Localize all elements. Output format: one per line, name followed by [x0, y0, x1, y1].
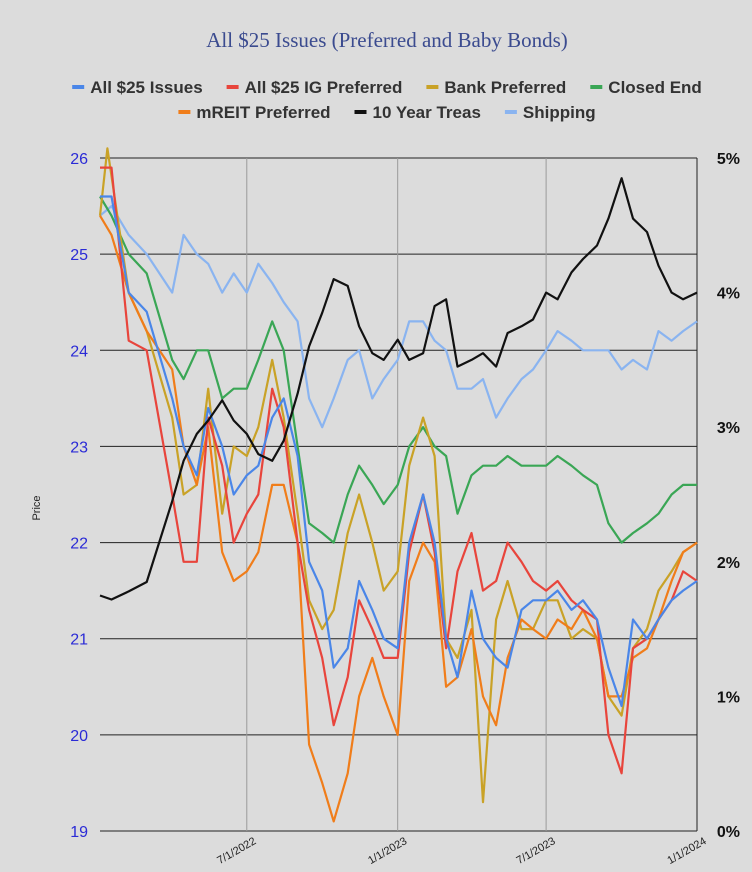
plot-area	[98, 147, 698, 823]
legend-item: Shipping	[504, 103, 596, 122]
legend-item: 10 Year Treas	[354, 103, 481, 122]
legend-item: Closed End	[590, 78, 702, 97]
y2-tick-label: 3%	[717, 420, 740, 437]
legend-label: All $25 IG Preferred	[245, 78, 403, 97]
y2-tick-label: 4%	[717, 286, 740, 303]
legend-label: Bank Preferred	[444, 78, 566, 97]
y-axis-right: 0% 1% 2% 3% 4% 5%	[717, 151, 740, 841]
y2-tick-label: 2%	[717, 555, 740, 572]
y-axis-left: 19 20 21 22 23 24 25 26	[70, 151, 88, 841]
y-tick-label: 21	[70, 632, 88, 649]
series-line-shipping	[99, 205, 698, 429]
y-axis-label: Price	[31, 495, 43, 520]
series-line-all-25-ig-preferred	[100, 166, 698, 775]
y-tick-label: 22	[70, 536, 88, 553]
y-tick-label: 25	[70, 247, 88, 264]
y-tick-label: 26	[70, 151, 88, 168]
y-tick-label: 24	[70, 343, 88, 360]
legend-label: Shipping	[523, 103, 596, 122]
series-line-closed-end	[99, 195, 697, 544]
y2-tick-label: 0%	[717, 824, 740, 841]
legend-label: All $25 Issues	[90, 78, 202, 97]
y2-tick-label: 5%	[717, 151, 740, 168]
y-tick-label: 19	[70, 824, 88, 841]
chart-title: All $25 Issues (Preferred and Baby Bonds…	[206, 28, 568, 52]
x-tick-label: 1/1/2023	[366, 835, 409, 867]
legend-label: mREIT Preferred	[196, 103, 330, 122]
y-tick-label: 23	[70, 439, 88, 456]
legend-item: Bank Preferred	[426, 78, 566, 97]
legend: All $25 Issues All $25 IG Preferred Bank P…	[72, 78, 702, 122]
legend-item: All $25 Issues	[72, 78, 203, 97]
y-tick-label: 20	[70, 728, 88, 745]
series-line-bank-preferred	[98, 147, 698, 804]
x-axis: 7/1/2022 1/1/2023 7/1/2023 1/1/2024	[215, 835, 708, 867]
series-line-10-year-treas	[99, 177, 698, 601]
legend-label: Closed End	[608, 78, 702, 97]
x-tick-label: 7/1/2023	[515, 835, 558, 867]
series-line-all-25-issues	[100, 195, 698, 708]
x-tick-label: 7/1/2022	[215, 835, 258, 867]
legend-label: 10 Year Treas	[373, 103, 481, 122]
legend-item: mREIT Preferred	[178, 103, 331, 122]
legend-item: All $25 IG Preferred	[226, 78, 403, 97]
y2-tick-label: 1%	[717, 689, 740, 706]
x-tick-label: 1/1/2024	[665, 835, 708, 867]
